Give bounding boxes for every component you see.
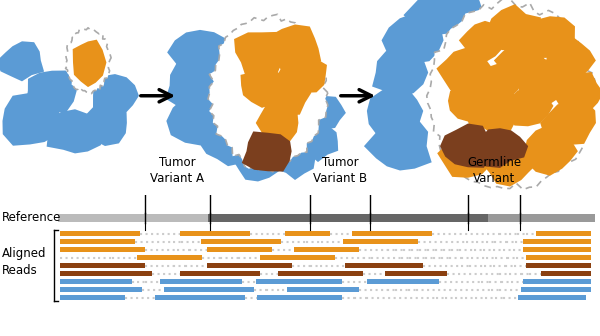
Bar <box>60 232 140 237</box>
Bar <box>523 247 591 252</box>
Bar <box>58 214 208 222</box>
Polygon shape <box>257 68 311 116</box>
Polygon shape <box>65 28 111 94</box>
Bar <box>256 280 342 285</box>
Polygon shape <box>256 103 298 146</box>
Polygon shape <box>437 130 498 178</box>
Bar <box>207 263 292 268</box>
Polygon shape <box>199 123 254 166</box>
Bar <box>294 247 359 252</box>
Polygon shape <box>482 143 538 186</box>
Polygon shape <box>166 63 219 112</box>
Bar <box>343 240 418 244</box>
Polygon shape <box>241 67 287 108</box>
Polygon shape <box>208 14 328 172</box>
Bar <box>518 295 586 300</box>
Polygon shape <box>459 21 511 62</box>
Bar <box>160 280 242 285</box>
Polygon shape <box>367 83 423 140</box>
Polygon shape <box>269 141 315 180</box>
Bar <box>488 214 595 222</box>
Bar <box>60 263 145 268</box>
Bar <box>526 263 591 268</box>
Bar <box>541 271 591 277</box>
Bar <box>164 288 254 292</box>
Bar <box>536 232 591 237</box>
Polygon shape <box>0 41 44 81</box>
Bar <box>523 240 591 244</box>
Polygon shape <box>234 32 286 78</box>
Polygon shape <box>494 42 546 82</box>
Bar <box>521 288 591 292</box>
Polygon shape <box>372 46 428 98</box>
Polygon shape <box>26 71 77 112</box>
Bar <box>137 255 202 260</box>
Bar <box>352 232 432 237</box>
Bar <box>201 240 281 244</box>
Polygon shape <box>382 13 443 63</box>
Bar <box>367 280 439 285</box>
Text: Germline
Variant: Germline Variant <box>467 156 521 185</box>
Polygon shape <box>267 25 321 74</box>
Polygon shape <box>93 74 139 119</box>
Polygon shape <box>364 119 431 170</box>
Polygon shape <box>302 96 346 129</box>
Polygon shape <box>167 30 227 75</box>
Polygon shape <box>427 0 596 190</box>
Text: Reference: Reference <box>2 211 61 224</box>
Bar <box>260 255 335 260</box>
Polygon shape <box>540 100 596 145</box>
Polygon shape <box>476 62 523 100</box>
Polygon shape <box>448 77 494 122</box>
Polygon shape <box>166 96 232 145</box>
Bar <box>208 214 488 222</box>
Bar <box>60 280 132 285</box>
Bar <box>60 295 125 300</box>
Polygon shape <box>551 72 600 114</box>
Polygon shape <box>440 124 498 168</box>
Polygon shape <box>487 4 541 50</box>
Bar <box>155 295 245 300</box>
Bar <box>385 271 447 277</box>
Polygon shape <box>520 16 575 58</box>
Polygon shape <box>242 131 292 172</box>
Polygon shape <box>479 128 528 168</box>
Polygon shape <box>277 55 327 93</box>
Polygon shape <box>436 47 493 91</box>
Polygon shape <box>296 123 338 162</box>
Polygon shape <box>233 140 284 181</box>
Bar <box>180 271 260 277</box>
Bar <box>257 295 342 300</box>
Polygon shape <box>73 40 106 87</box>
Bar <box>60 271 152 277</box>
Bar <box>60 247 145 252</box>
Bar <box>60 240 135 244</box>
Bar <box>60 288 142 292</box>
Bar <box>278 271 363 277</box>
Bar <box>287 288 359 292</box>
Polygon shape <box>47 109 107 154</box>
Text: Tumor
Variant A: Tumor Variant A <box>150 156 204 185</box>
Bar <box>345 263 423 268</box>
Bar <box>285 232 330 237</box>
Polygon shape <box>76 104 127 146</box>
Bar <box>180 232 250 237</box>
Text: Tumor
Variant B: Tumor Variant B <box>313 156 367 185</box>
Polygon shape <box>2 93 65 146</box>
Polygon shape <box>434 0 482 33</box>
Polygon shape <box>403 0 463 35</box>
Polygon shape <box>524 124 578 176</box>
Text: Aligned
Reads: Aligned Reads <box>2 247 47 277</box>
Polygon shape <box>502 86 553 126</box>
Polygon shape <box>465 90 521 135</box>
Bar <box>526 255 591 260</box>
Bar <box>207 247 272 252</box>
Polygon shape <box>518 59 568 107</box>
Bar <box>523 280 591 285</box>
Polygon shape <box>546 35 596 84</box>
